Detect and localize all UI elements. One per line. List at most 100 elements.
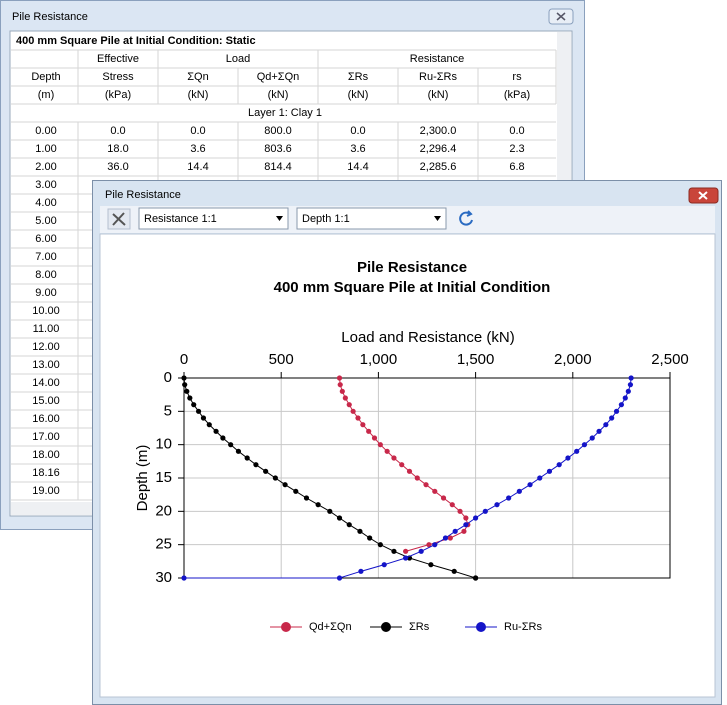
table-cell: 0.0 bbox=[110, 125, 125, 137]
back-close-icon bbox=[556, 12, 566, 21]
column-header: rs bbox=[512, 71, 522, 83]
column-unit: (kPa) bbox=[105, 89, 131, 101]
x-tick-label: 0 bbox=[180, 351, 188, 368]
table-cell: 11.00 bbox=[33, 323, 60, 335]
data-point bbox=[346, 522, 352, 528]
data-point bbox=[346, 402, 352, 408]
data-point bbox=[574, 448, 580, 454]
table-cell: 14.4 bbox=[187, 161, 208, 173]
data-point bbox=[426, 542, 432, 548]
data-point bbox=[206, 422, 212, 428]
data-point bbox=[213, 428, 219, 434]
refresh-icon[interactable] bbox=[459, 210, 473, 226]
data-point bbox=[244, 455, 250, 461]
y-tick-label: 30 bbox=[155, 569, 172, 586]
table-cell: 13.00 bbox=[32, 359, 60, 371]
data-point bbox=[463, 515, 469, 521]
data-point bbox=[537, 475, 543, 481]
y-tick-label: 0 bbox=[164, 369, 172, 386]
table-cell: 803.6 bbox=[264, 143, 292, 155]
data-point bbox=[339, 388, 345, 394]
table-cell: 3.6 bbox=[190, 143, 205, 155]
data-point bbox=[432, 488, 438, 494]
data-point bbox=[589, 435, 595, 441]
table-cell: 3.00 bbox=[35, 179, 56, 191]
data-point bbox=[366, 428, 372, 434]
column-header: ΣQn bbox=[187, 71, 208, 83]
data-point bbox=[628, 375, 634, 381]
y-tick-label: 20 bbox=[155, 502, 172, 519]
table-caption: 400 mm Square Pile at Initial Condition:… bbox=[16, 35, 256, 47]
depth-dropdown[interactable] bbox=[296, 207, 447, 230]
table-cell: 0.0 bbox=[190, 125, 205, 137]
column-unit: (kN) bbox=[268, 89, 289, 101]
data-point bbox=[596, 428, 602, 434]
table-cell: 9.00 bbox=[35, 287, 56, 299]
column-header: Depth bbox=[31, 71, 60, 83]
data-point bbox=[399, 462, 405, 468]
data-point bbox=[613, 408, 620, 414]
layer-label: Layer 1: Clay 1 bbox=[248, 107, 322, 119]
data-point bbox=[184, 388, 190, 394]
legend-label: ΣRs bbox=[409, 621, 430, 633]
data-point bbox=[336, 375, 343, 381]
data-point bbox=[337, 382, 343, 388]
column-unit: (kN) bbox=[188, 89, 209, 101]
data-point bbox=[609, 415, 615, 421]
column-header: ΣRs bbox=[348, 71, 369, 83]
table-cell: 16.00 bbox=[32, 413, 60, 425]
table-cell: 2,300.0 bbox=[420, 125, 457, 137]
column-unit: (kN) bbox=[428, 89, 449, 101]
data-point bbox=[527, 482, 533, 488]
data-point bbox=[342, 395, 348, 401]
data-point bbox=[516, 488, 522, 494]
data-point bbox=[546, 468, 553, 474]
dropdown-value: Depth 1:1 bbox=[302, 213, 350, 225]
data-point bbox=[418, 548, 424, 554]
y-tick-label: 5 bbox=[164, 402, 172, 419]
table-cell: 2.00 bbox=[35, 161, 56, 173]
plot-frame bbox=[183, 377, 671, 579]
data-point bbox=[384, 448, 390, 454]
column-header: Qd+ΣQn bbox=[257, 71, 300, 83]
data-point bbox=[263, 468, 269, 474]
window-title: Pile Resistance bbox=[12, 11, 88, 23]
x-tick-label: 2,000 bbox=[554, 351, 592, 368]
column-header: Stress bbox=[102, 71, 134, 83]
table-cell: 0.0 bbox=[509, 125, 524, 137]
group-header: Resistance bbox=[410, 53, 464, 65]
data-point bbox=[461, 528, 467, 534]
data-point bbox=[272, 475, 278, 481]
data-point bbox=[565, 455, 571, 461]
data-point bbox=[336, 515, 343, 521]
tools-icon[interactable] bbox=[107, 208, 131, 230]
data-point bbox=[357, 528, 363, 534]
table-cell: 2,285.6 bbox=[420, 161, 457, 173]
table-cell: 14.00 bbox=[32, 377, 60, 389]
group-header: Effective bbox=[97, 53, 139, 65]
x-axis-label: Load and Resistance (kN) bbox=[341, 329, 514, 346]
data-point bbox=[355, 415, 361, 421]
table-cell: 800.0 bbox=[264, 125, 292, 137]
data-point bbox=[622, 395, 628, 401]
data-point bbox=[451, 568, 457, 574]
resistance-dropdown[interactable] bbox=[138, 207, 289, 230]
data-point bbox=[391, 455, 397, 461]
data-point bbox=[473, 575, 479, 581]
data-point bbox=[482, 508, 488, 514]
data-point bbox=[358, 568, 364, 574]
table-cell: 0.0 bbox=[350, 125, 365, 137]
data-point bbox=[228, 442, 234, 448]
table-cell: 3.6 bbox=[350, 143, 365, 155]
table-cell: 5.00 bbox=[35, 215, 56, 227]
data-point bbox=[440, 495, 447, 501]
table-cell: 2.3 bbox=[509, 143, 524, 155]
table-cell: 15.00 bbox=[32, 395, 60, 407]
data-point bbox=[220, 435, 226, 441]
x-tick-label: 1,000 bbox=[360, 351, 398, 368]
data-point bbox=[506, 495, 512, 501]
data-point bbox=[414, 475, 420, 481]
y-tick-label: 10 bbox=[155, 436, 172, 453]
data-point bbox=[187, 395, 193, 401]
